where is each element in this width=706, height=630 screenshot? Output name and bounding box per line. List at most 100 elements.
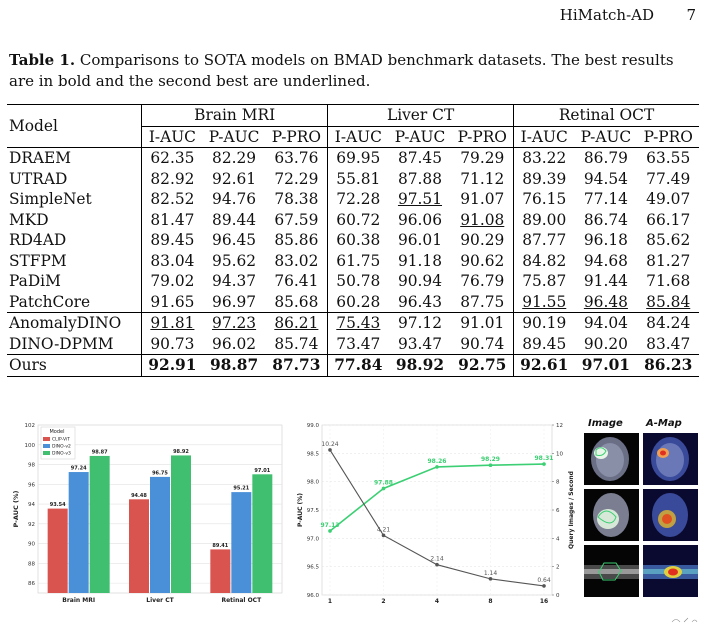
table-cell: 90.20 bbox=[574, 334, 637, 355]
table-cell: 94.54 bbox=[574, 169, 637, 190]
bar bbox=[47, 508, 68, 593]
cell-value: 94.76 bbox=[212, 190, 257, 209]
series-point bbox=[542, 584, 546, 588]
cell-value: 96.48 bbox=[583, 292, 628, 311]
table-cell: 85.68 bbox=[266, 292, 328, 313]
cell-value: 93.47 bbox=[397, 334, 443, 353]
table-row: Ours 92.91 98.87 87.73 77.84 98.92 92.75 92.61 9… bbox=[7, 354, 699, 377]
model-name: STFPM bbox=[9, 251, 67, 270]
bar bbox=[89, 455, 110, 593]
y-left-tick-label: 96.5 bbox=[307, 565, 320, 571]
page-number: 7 bbox=[686, 6, 696, 24]
cell-value: 89.45 bbox=[150, 231, 195, 250]
table-cell: 85.86 bbox=[266, 230, 328, 251]
table-cell: 83.04 bbox=[141, 250, 203, 271]
table-cell: 86.79 bbox=[574, 147, 638, 169]
cell-value: 90.73 bbox=[150, 334, 195, 353]
cell-value: 96.45 bbox=[212, 231, 257, 250]
cell-value: 91.44 bbox=[583, 272, 628, 291]
table-row: RD4AD 89.45 96.45 85.86 60.38 96.01 90.29 87.77… bbox=[7, 230, 699, 251]
cell-value: 81.47 bbox=[150, 210, 195, 229]
cell-value: 83.47 bbox=[646, 334, 691, 353]
caption-text: Comparisons to SOTA models on BMAD bench… bbox=[9, 51, 674, 90]
cell-value: 86.74 bbox=[583, 210, 628, 229]
model-name: PatchCore bbox=[9, 292, 91, 311]
cell-value: 72.28 bbox=[336, 190, 381, 209]
table-row: PatchCore 91.65 96.97 85.68 60.28 96.43 87.75 9… bbox=[7, 291, 699, 313]
cell-value: 89.44 bbox=[212, 210, 257, 229]
brain-amap-2 bbox=[643, 489, 698, 541]
cell-value: 91.55 bbox=[522, 292, 567, 311]
table-row: UTRAD 82.92 92.61 72.29 55.81 87.88 71.12 89.39… bbox=[7, 168, 699, 190]
bar bbox=[129, 499, 149, 593]
series-point bbox=[381, 486, 386, 491]
data-label: 0.64 bbox=[537, 577, 551, 584]
cell-value: 77.14 bbox=[583, 190, 628, 209]
col-header-amap: A-Map bbox=[646, 418, 682, 429]
cell-value: 96.18 bbox=[583, 231, 628, 250]
y-left-axis-label: P-AUC (%) bbox=[297, 493, 304, 527]
table-cell: 72.28 bbox=[327, 189, 389, 210]
cell-value: 76.79 bbox=[460, 272, 505, 291]
cell-value: 87.45 bbox=[397, 149, 443, 168]
y-tick-label: 86 bbox=[28, 581, 35, 587]
caption-label: Table 1. bbox=[9, 51, 76, 69]
cell-value: 98.87 bbox=[209, 356, 259, 375]
legend-entry: CLIP-ViT bbox=[52, 437, 70, 443]
cell-value: 60.28 bbox=[336, 292, 381, 311]
table-cell: 97.23 bbox=[202, 312, 266, 334]
data-label: 97.13 bbox=[321, 522, 340, 529]
table-cell: 75.43 bbox=[327, 312, 389, 334]
cell-value: 96.06 bbox=[397, 210, 443, 229]
table-cell: 83.47 bbox=[637, 334, 699, 355]
table-cell: 87.45 bbox=[388, 147, 452, 169]
data-label: 10.24 bbox=[321, 441, 338, 448]
cell-value: 92.75 bbox=[458, 356, 507, 375]
cell-value: 95.62 bbox=[212, 251, 257, 270]
cell-value: 86.79 bbox=[583, 149, 628, 168]
table-cell: 60.28 bbox=[327, 291, 389, 313]
results-table: Model Brain MRI Liver CT Retinal OCT I-A… bbox=[7, 104, 699, 377]
cell-value: 84.24 bbox=[646, 314, 691, 333]
metric-header: I-AUC bbox=[327, 126, 389, 148]
table-cell: 77.49 bbox=[637, 169, 699, 190]
table-cell: 94.04 bbox=[574, 312, 638, 334]
y-left-tick-label: 98.5 bbox=[307, 451, 320, 457]
cell-value: 83.22 bbox=[522, 149, 567, 168]
cell-value: 87.88 bbox=[397, 169, 443, 188]
data-label: 4.21 bbox=[377, 526, 391, 533]
table-cell: 89.00 bbox=[513, 209, 575, 230]
table-cell: 91.08 bbox=[451, 210, 513, 231]
cell-value: 72.29 bbox=[274, 169, 319, 188]
cell-value: 78.38 bbox=[274, 190, 319, 209]
cell-value: 66.17 bbox=[646, 210, 691, 229]
y-left-tick-label: 98.0 bbox=[307, 480, 320, 486]
data-label: 98.29 bbox=[481, 456, 500, 463]
table-cell: 92.91 bbox=[141, 354, 203, 377]
metric-header: P-AUC bbox=[394, 127, 446, 146]
cell-value: 79.02 bbox=[150, 272, 195, 291]
col-header-image: Image bbox=[588, 418, 623, 429]
model-name: DINO-DPMM bbox=[9, 334, 114, 353]
retina-image bbox=[584, 545, 639, 597]
x-tick-label: 8 bbox=[488, 598, 492, 605]
y-right-tick-label: 12 bbox=[556, 423, 563, 429]
cell-value: 55.81 bbox=[336, 169, 381, 188]
table-cell: 72.29 bbox=[266, 169, 328, 190]
cell-value: 60.72 bbox=[336, 210, 381, 229]
cell-value: 62.35 bbox=[150, 149, 195, 168]
model-name: SimpleNet bbox=[9, 190, 92, 209]
data-label: 98.87 bbox=[92, 449, 108, 455]
data-label: 97.88 bbox=[374, 479, 393, 486]
table-cell: 61.75 bbox=[327, 250, 389, 271]
table-cell: 94.37 bbox=[203, 271, 266, 292]
cell-value: 75.87 bbox=[522, 272, 567, 291]
cell-value: 71.68 bbox=[646, 272, 691, 291]
model-name: Ours bbox=[7, 354, 142, 377]
cell-value: 90.20 bbox=[583, 334, 628, 353]
y-axis-label: P-AUC (%) bbox=[12, 491, 20, 528]
table-cell: 92.75 bbox=[451, 354, 514, 377]
brain-image-2 bbox=[584, 489, 639, 541]
data-label: 97.01 bbox=[254, 468, 270, 474]
table-cell: 50.78 bbox=[327, 271, 389, 292]
